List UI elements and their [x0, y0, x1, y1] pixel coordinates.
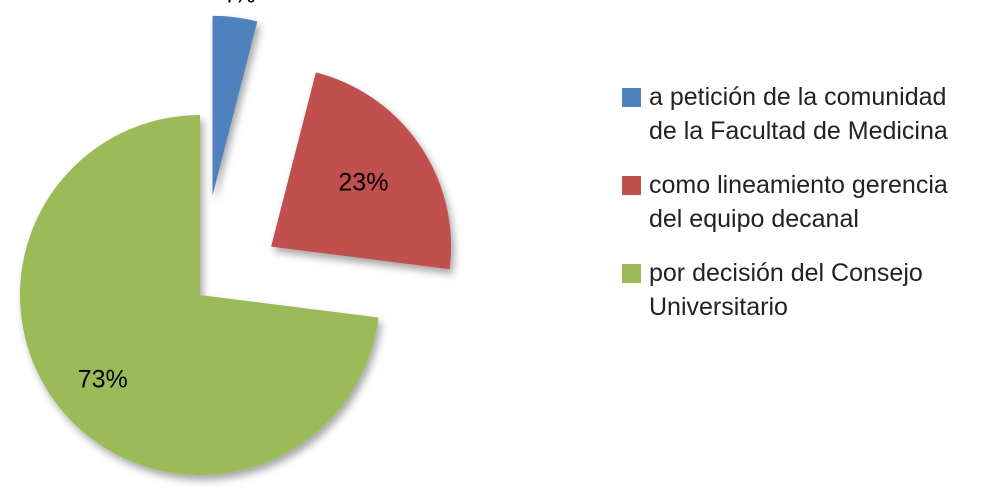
pie-slice: [271, 72, 452, 270]
legend: a petición de la comunidad de la Faculta…: [622, 80, 972, 344]
pie-slice: [20, 115, 379, 475]
pie-slice: [212, 15, 258, 196]
legend-entry: como lineamiento gerencia del equipo dec…: [622, 168, 972, 236]
legend-label: a petición de la comunidad de la Faculta…: [649, 83, 948, 145]
data-label: 73%: [78, 365, 128, 393]
data-label: 4%: [220, 0, 256, 8]
legend-label: por decisión del Consejo Universitario: [649, 259, 923, 321]
chart: 4% 23% 73%: [20, 0, 452, 475]
legend-label: como lineamiento gerencia del equipo dec…: [649, 171, 948, 233]
legend-swatch: [622, 176, 641, 195]
data-label: 23%: [338, 169, 388, 197]
legend-entry: por decisión del Consejo Universitario: [622, 256, 972, 324]
legend-swatch: [622, 264, 641, 283]
legend-swatch: [622, 88, 641, 107]
legend-entry: a petición de la comunidad de la Faculta…: [622, 80, 972, 148]
